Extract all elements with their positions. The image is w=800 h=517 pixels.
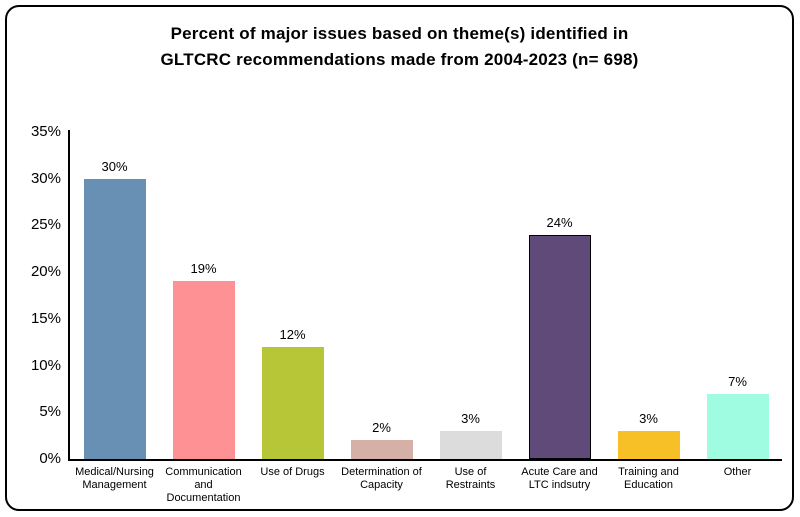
bar-value-label: 24% [546, 215, 573, 230]
x-category-label: Use of Restraints [426, 466, 515, 505]
y-tick-label: 20% [30, 263, 61, 281]
bar-column-1: 30% [70, 132, 159, 459]
bar-column-8: 7% [693, 132, 782, 459]
x-category-label-line: Capacity [360, 479, 403, 491]
x-category-label: Training and Education [604, 466, 693, 505]
y-tick-label: 10% [30, 356, 61, 374]
x-category-label-line: Acute Care and [521, 466, 598, 478]
x-category-label-line: LTC indsutry [528, 479, 591, 491]
bar-value-label: 3% [461, 411, 480, 426]
x-category-label: Communication and Documentation [159, 466, 248, 505]
bar-column-4: 2% [337, 132, 426, 459]
bar [172, 281, 235, 459]
x-category-label-line: Other [723, 466, 752, 478]
bar-value-label: 12% [279, 327, 306, 342]
x-category-label-line: Restraints [445, 479, 496, 491]
y-axis-line [68, 130, 70, 461]
bar-column-7: 3% [604, 132, 693, 459]
x-category-label: Determination of Capacity [337, 466, 426, 505]
y-tick-label: 25% [30, 216, 61, 234]
bar [83, 179, 146, 459]
x-category-label: Other [693, 466, 782, 505]
x-category-label: Acute Care and LTC indsutry [515, 466, 604, 505]
y-tick-label: 35% [30, 123, 61, 140]
x-category-label-line: Use of Drugs [260, 466, 325, 478]
bar-column-3: 12% [248, 132, 337, 459]
x-category-label-line: Determination of [341, 466, 422, 478]
x-category-label-line: Management [82, 479, 147, 491]
x-category-label-line: Medical/Nursing [75, 466, 154, 478]
bar [439, 431, 502, 459]
bar [528, 235, 591, 459]
bar-value-label: 30% [101, 159, 128, 174]
chart-title: Percent of major issues based on theme(s… [7, 21, 792, 73]
x-category-label: Use of Drugs [248, 466, 337, 505]
y-tick-label: 5% [39, 403, 61, 421]
x-category-label-line: and [194, 479, 213, 491]
x-category-label-line: Use of [454, 466, 487, 478]
x-category-label-line: Documentation [166, 492, 241, 504]
bar [261, 347, 324, 459]
y-tick-label: 15% [30, 309, 61, 327]
bar-column-5: 3% [426, 132, 515, 459]
y-tick-label: 0% [39, 450, 61, 467]
bar-column-6: 24% [515, 132, 604, 459]
x-category-label-line: Education [624, 479, 673, 491]
chart-title-line-2: GLTCRC recommendations made from 2004-20… [160, 50, 639, 69]
bar [706, 394, 769, 459]
bar-value-label: 19% [190, 261, 217, 276]
bar-value-label: 3% [639, 411, 658, 426]
bar [350, 440, 413, 459]
y-tick-label: 30% [30, 169, 61, 187]
bar-plot-area: 30% 19% 12% 2% 3% 24% 3% 7% [70, 132, 782, 459]
bar-value-label: 7% [728, 374, 747, 389]
bar-value-label: 2% [372, 420, 391, 435]
x-axis-category-labels: Medical/Nursing Management Communication an… [70, 466, 782, 505]
chart-frame: Percent of major issues based on theme(s… [5, 5, 794, 511]
bar [617, 431, 680, 459]
x-category-label-line: Training and [618, 466, 679, 478]
bar-column-2: 19% [159, 132, 248, 459]
x-category-label: Medical/Nursing Management [70, 466, 159, 505]
chart-title-line-1: Percent of major issues based on theme(s… [170, 24, 629, 43]
x-axis-line [68, 459, 782, 461]
x-category-label-line: Communication [165, 466, 242, 478]
